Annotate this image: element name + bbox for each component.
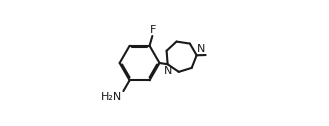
- Text: F: F: [150, 25, 156, 35]
- Text: H₂N: H₂N: [101, 92, 122, 102]
- Text: N: N: [164, 66, 172, 76]
- Text: N: N: [197, 44, 205, 54]
